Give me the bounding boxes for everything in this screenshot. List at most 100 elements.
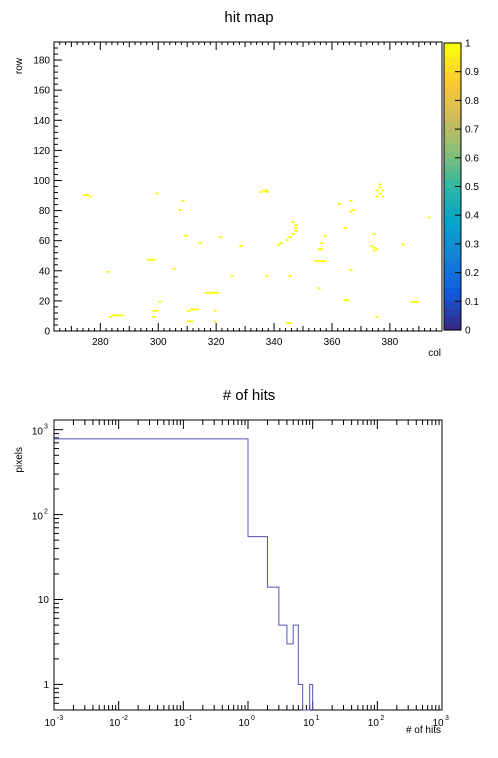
colorbar-tick-label: 0.3 xyxy=(465,239,479,250)
hit-map-x-tick-label: 380 xyxy=(382,337,399,348)
hit-cell xyxy=(285,239,289,242)
histogram-x-tick-exponent: 3 xyxy=(445,715,449,722)
hit-cell xyxy=(82,194,87,196)
colorbar-band xyxy=(444,243,461,252)
colorbar-band xyxy=(444,150,461,159)
colorbar-band xyxy=(444,222,461,231)
hit-cell xyxy=(337,203,341,205)
hit-cell xyxy=(192,308,197,311)
colorbar-band xyxy=(444,315,461,324)
colorbar-band xyxy=(444,114,461,123)
hit-cell xyxy=(109,315,113,318)
hit-cell xyxy=(288,275,292,278)
histogram-x-tick-exponent: 2 xyxy=(380,715,384,722)
hit-cell xyxy=(204,291,208,294)
hit-cell xyxy=(187,320,191,323)
hit-cell xyxy=(213,320,217,323)
hit-cell xyxy=(288,321,292,324)
histogram-x-tick-label: 10 xyxy=(44,718,56,729)
hit-cell xyxy=(213,309,217,312)
colorbar-band xyxy=(444,121,461,130)
hit-cell xyxy=(219,236,223,239)
colorbar-band xyxy=(444,186,461,195)
hit-cell xyxy=(210,291,214,294)
hit-cell xyxy=(343,227,347,230)
colorbar-tick-label: 0 xyxy=(465,326,471,337)
hit-cell xyxy=(190,308,194,311)
hit-cell xyxy=(410,300,414,303)
histogram-y-tick-label: 10 xyxy=(32,427,44,438)
hit-cell xyxy=(120,314,124,317)
hit-cell xyxy=(152,315,156,318)
colorbar-band xyxy=(444,301,461,310)
hit-cell xyxy=(349,210,353,213)
colorbar-band xyxy=(444,251,461,259)
hit-cell xyxy=(172,267,176,270)
hit-cell xyxy=(288,236,292,239)
hit-map-y-tick-label: 140 xyxy=(33,116,50,127)
hit-cell xyxy=(320,260,324,263)
colorbar-band xyxy=(444,294,461,302)
histogram-x-tick-label: 10 xyxy=(303,718,315,729)
hit-map-y-tick-label: 60 xyxy=(39,236,51,247)
hit-cell xyxy=(111,314,116,317)
hit-cell xyxy=(184,234,188,237)
hit-map-xlabel: col xyxy=(428,348,441,359)
hit-cell xyxy=(291,233,295,236)
hit-cell xyxy=(294,227,298,230)
histogram-x-tick-label: 10 xyxy=(238,718,250,729)
hit-cell xyxy=(323,260,327,263)
colorbar-tick-label: 0.2 xyxy=(465,268,479,279)
colorbar-band xyxy=(444,200,461,209)
histogram-y-tick-label: 10 xyxy=(38,595,50,606)
colorbar-band xyxy=(444,129,461,137)
hit-cell xyxy=(187,309,191,312)
hit-cell xyxy=(294,224,298,227)
hit-map-colorbar-axis: 0 0.1 0.2 0.3 0.4 0.5 0.6 0.7 0.8 0.9 1 xyxy=(455,39,479,337)
hit-cell xyxy=(317,260,321,263)
hit-cell xyxy=(285,321,289,324)
colorbar-band xyxy=(444,64,461,73)
hit-cell xyxy=(152,309,156,312)
colorbar-tick-label: 0.9 xyxy=(465,67,479,78)
histogram-x-tick-exponent: 0 xyxy=(251,715,255,722)
hit-cell xyxy=(279,242,283,245)
hit-cell xyxy=(372,249,376,252)
histogram-y-tick-exponent: 3 xyxy=(44,424,48,431)
hit-cell xyxy=(317,287,321,290)
colorbar-tick-label: 0.5 xyxy=(465,182,479,193)
histogram-ylabel: pixels xyxy=(14,447,25,473)
hit-cell xyxy=(320,248,324,251)
histogram-y-tick-label: 1 xyxy=(43,680,49,691)
hit-cell xyxy=(381,189,385,192)
hit-cell xyxy=(155,309,159,312)
hit-map-y-tick-label: 180 xyxy=(33,56,50,67)
hit-cell xyxy=(265,275,269,278)
histogram-x-tick-label: 10 xyxy=(368,718,380,729)
colorbar-band xyxy=(444,107,461,116)
hit-map-ylabel: row xyxy=(14,57,25,74)
colorbar-band xyxy=(444,136,461,145)
hit-cell xyxy=(178,209,182,211)
hit-cell xyxy=(381,195,385,198)
hit-cell xyxy=(149,258,153,261)
hit-cell xyxy=(378,192,382,195)
histogram-step-line xyxy=(54,438,314,711)
hit-cell xyxy=(375,195,379,198)
hit-cell xyxy=(323,234,327,237)
hit-cell xyxy=(239,245,243,248)
hit-cell xyxy=(427,216,431,219)
colorbar-band xyxy=(444,43,461,51)
hit-cell xyxy=(85,194,89,196)
hit-cell xyxy=(216,291,220,294)
histogram-x-tick-label: 10 xyxy=(109,718,121,729)
hit-cell xyxy=(146,258,150,261)
colorbar-band xyxy=(444,93,461,101)
histogram-xlabel: # of hits xyxy=(406,725,441,736)
hit-map-y-tick-label: 0 xyxy=(44,327,50,338)
hit-map-cells xyxy=(82,183,431,324)
hit-map-y-tick-label: 40 xyxy=(39,266,51,277)
hit-cell xyxy=(314,260,318,263)
hit-map-x-tick-label: 340 xyxy=(266,337,283,348)
